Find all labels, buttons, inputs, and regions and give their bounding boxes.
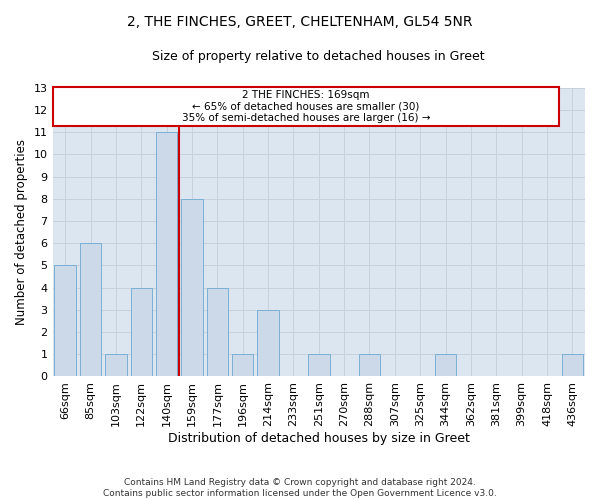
Text: ← 65% of detached houses are smaller (30): ← 65% of detached houses are smaller (30… <box>193 101 420 111</box>
Text: 35% of semi-detached houses are larger (16) →: 35% of semi-detached houses are larger (… <box>182 112 430 122</box>
Title: Size of property relative to detached houses in Greet: Size of property relative to detached ho… <box>152 50 485 63</box>
Bar <box>435 354 457 376</box>
Text: Contains HM Land Registry data © Crown copyright and database right 2024.
Contai: Contains HM Land Registry data © Crown c… <box>103 478 497 498</box>
Bar <box>156 132 178 376</box>
Bar <box>232 354 253 376</box>
Y-axis label: Number of detached properties: Number of detached properties <box>15 139 28 325</box>
Bar <box>206 288 228 376</box>
X-axis label: Distribution of detached houses by size in Greet: Distribution of detached houses by size … <box>168 432 470 445</box>
FancyBboxPatch shape <box>53 86 559 126</box>
Bar <box>181 199 203 376</box>
Bar <box>80 243 101 376</box>
Bar <box>131 288 152 376</box>
Bar <box>359 354 380 376</box>
Bar <box>105 354 127 376</box>
Text: 2, THE FINCHES, GREET, CHELTENHAM, GL54 5NR: 2, THE FINCHES, GREET, CHELTENHAM, GL54 … <box>127 15 473 29</box>
Text: 2 THE FINCHES: 169sqm: 2 THE FINCHES: 169sqm <box>242 90 370 100</box>
Bar <box>562 354 583 376</box>
Bar <box>55 266 76 376</box>
Bar <box>257 310 279 376</box>
Bar <box>308 354 329 376</box>
